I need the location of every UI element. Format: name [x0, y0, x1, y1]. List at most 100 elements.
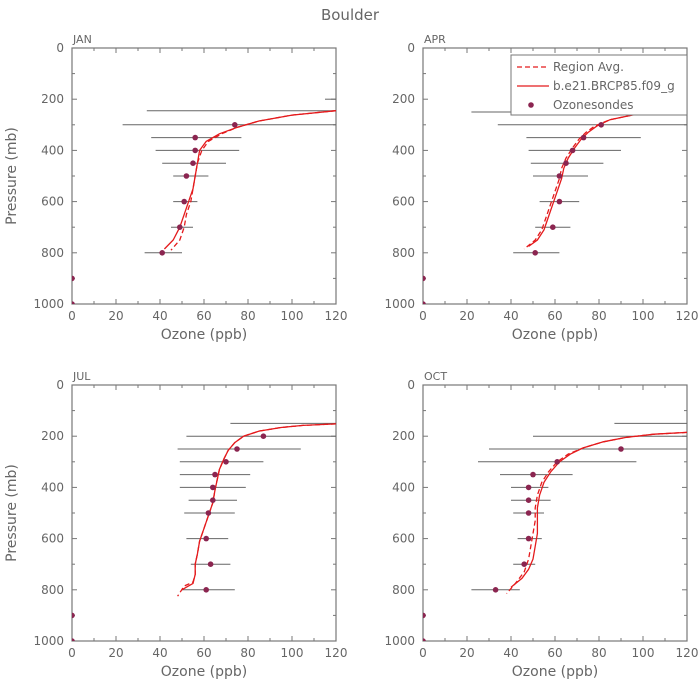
y-tick-label: 800: [41, 246, 64, 260]
data-point: [223, 459, 229, 465]
x-tick-label: 0: [419, 646, 427, 660]
y-tick-label: 400: [41, 143, 64, 157]
data-point: [525, 510, 532, 516]
data-point: [492, 587, 499, 593]
x-tick-label: 100: [281, 646, 304, 660]
series-line-region-avg: [170, 110, 336, 251]
x-tick-label: 120: [325, 309, 348, 323]
x-tick-label: 20: [108, 309, 123, 323]
data-point: [554, 459, 560, 465]
data-point: [212, 471, 218, 478]
series-line-model: [528, 107, 687, 247]
data-point: [203, 587, 209, 593]
y-tick-label: 400: [392, 143, 415, 157]
x-tick-label: 40: [503, 309, 518, 323]
x-tick-label: 120: [676, 646, 699, 660]
x-axis-label: Ozone (ppb): [512, 664, 598, 680]
data-point: [203, 535, 209, 542]
data-point: [159, 250, 165, 256]
y-axis-label: Pressure (mb): [4, 127, 20, 225]
data-point: [210, 497, 216, 504]
data-point: [190, 160, 196, 166]
y-tick-label: 600: [392, 195, 415, 209]
x-tick-label: 0: [419, 309, 427, 323]
y-tick-label: 1000: [384, 634, 415, 648]
data-point: [232, 122, 238, 128]
y-tick-label: 800: [392, 246, 415, 260]
panel-label: APR: [424, 33, 446, 46]
legend-label: Ozonesondes: [553, 98, 634, 112]
data-point: [556, 198, 563, 205]
plot-area: [423, 422, 687, 641]
data-point: [525, 484, 532, 491]
y-tick-label: 400: [41, 480, 64, 494]
x-tick-label: 120: [325, 646, 348, 660]
data-point: [423, 638, 426, 641]
data-point: [72, 301, 75, 304]
x-tick-label: 0: [68, 646, 76, 660]
x-axis-label: Ozone (ppb): [161, 327, 247, 343]
x-tick-label: 40: [503, 646, 518, 660]
y-tick-label: 0: [56, 378, 64, 392]
series-line-region-avg: [177, 423, 336, 597]
series-line-model: [163, 110, 336, 250]
data-point: [525, 535, 532, 542]
x-tick-label: 60: [196, 309, 211, 323]
legend-label: Region Avg.: [553, 60, 624, 74]
panel-oct: OCT 0 20 40 60 80 100 120 0 200 400 600 800 1000 Ozone…: [384, 370, 698, 680]
data-point: [192, 134, 198, 141]
y-tick-label: 400: [392, 480, 415, 494]
panel-label: OCT: [424, 370, 447, 383]
data-point: [580, 134, 587, 141]
x-tick-label: 20: [459, 646, 474, 660]
data-point: [423, 275, 426, 282]
data-point: [183, 173, 190, 179]
legend-marker: [528, 102, 534, 108]
data-point: [525, 497, 532, 504]
data-point: [72, 638, 75, 641]
x-axis-label: Ozone (ppb): [161, 664, 247, 680]
data-point: [521, 561, 527, 567]
x-tick-label: 100: [632, 646, 655, 660]
panel-jul: JUL 0 20 40 60 80 100 120 0 200 400 600 800 1000 Ozone…: [4, 370, 347, 680]
legend-box: [510, 54, 688, 116]
x-tick-label: 100: [281, 309, 304, 323]
x-tick-label: 0: [68, 309, 76, 323]
data-point: [532, 250, 538, 256]
data-point: [550, 224, 556, 230]
x-tick-label: 40: [152, 646, 167, 660]
series-line-region-avg: [523, 107, 687, 250]
y-tick-label: 600: [41, 532, 64, 546]
y-tick-label: 0: [407, 41, 415, 55]
series-line-model: [510, 431, 687, 588]
panel-label: JAN: [72, 33, 92, 46]
y-tick-label: 200: [392, 429, 415, 443]
data-point: [210, 484, 216, 491]
data-point: [177, 224, 183, 230]
y-tick-label: 200: [41, 92, 64, 106]
data-point: [207, 561, 214, 567]
y-axis-label: Pressure (mb): [4, 464, 20, 562]
x-tick-label: 80: [591, 309, 606, 323]
y-tick-label: 1000: [33, 634, 64, 648]
x-axis-label: Ozone (ppb): [512, 327, 598, 343]
legend-label: b.e21.BRCP85.f09_g: [553, 79, 675, 93]
data-point: [618, 446, 624, 452]
data-point: [205, 510, 212, 516]
data-point: [569, 147, 576, 154]
y-tick-label: 800: [392, 583, 415, 597]
data-point: [192, 147, 198, 154]
x-tick-label: 100: [632, 309, 655, 323]
y-tick-label: 0: [56, 41, 64, 55]
data-point: [598, 122, 604, 128]
panel-jan: JAN 0 20 40 60 80 100 120 0 200 400 600 800 1000 Ozone…: [4, 33, 347, 343]
y-tick-label: 1000: [384, 297, 415, 311]
y-tick-label: 1000: [33, 297, 64, 311]
series-line-model: [181, 423, 336, 591]
figure-title: Boulder: [321, 6, 380, 24]
x-tick-label: 60: [196, 646, 211, 660]
x-tick-label: 40: [152, 309, 167, 323]
y-tick-label: 800: [41, 583, 64, 597]
data-point: [530, 471, 536, 478]
